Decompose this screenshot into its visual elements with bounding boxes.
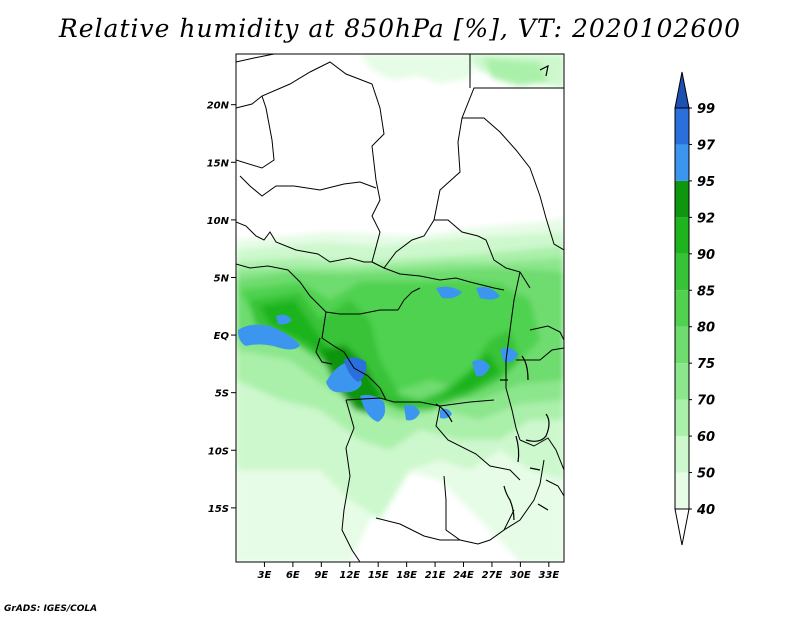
- lon-tick-label: 15E: [368, 570, 389, 581]
- colorbar-label: 92: [697, 211, 715, 226]
- grads-credit: GrADS: IGES/COLA: [4, 604, 98, 614]
- colorbar-label: 50: [697, 467, 715, 482]
- colorbar-segment: [675, 326, 689, 364]
- lon-tick-label: 3E: [258, 570, 272, 581]
- colorbar-label: 95: [697, 175, 715, 190]
- lat-tick-label: 20N: [207, 101, 230, 112]
- colorbar-segment: [675, 180, 689, 218]
- lat-tick-label: 15S: [208, 504, 229, 515]
- colorbar-segment: [675, 290, 689, 327]
- lon-tick-label: 27E: [482, 570, 503, 581]
- lat-tick-label: 15N: [207, 158, 230, 169]
- colorbar-label: 75: [697, 357, 715, 372]
- colorbar-min-triangle: [674, 508, 690, 546]
- lat-tick-label: 5N: [214, 273, 230, 284]
- colorbar-label: 40: [696, 503, 715, 518]
- longitude-axis: 3E 6E 9E 12E 15E 18E 21E 24E 27E 30E 33E: [258, 562, 559, 581]
- lon-tick-label: 21E: [425, 570, 446, 581]
- colorbar-label: 60: [697, 430, 715, 445]
- colorbar-segment: [675, 436, 689, 473]
- lon-tick-label: 33E: [538, 570, 559, 581]
- colorbar-segment: [675, 363, 689, 400]
- map-title: Relative humidity at 850hPa [%], VT: 202…: [58, 14, 742, 43]
- humidity-field: [236, 54, 564, 562]
- colorbar-max-triangle: [674, 71, 690, 109]
- lon-tick-label: 24E: [453, 570, 474, 581]
- lakes: [435, 64, 550, 521]
- map-frame: [235, 53, 565, 563]
- colorbar: 40 50 60 70 75 80 85 90 92 95 97 99: [674, 71, 716, 546]
- lon-tick-label: 30E: [510, 570, 531, 581]
- colorbar-label: 97: [697, 138, 716, 153]
- colorbar-segment: [675, 399, 689, 437]
- colorbar-label: 99: [697, 102, 715, 117]
- lon-tick-label: 9E: [314, 570, 328, 581]
- lon-tick-label: 6E: [286, 570, 300, 581]
- colorbar-label: 90: [697, 248, 715, 263]
- lat-tick-label: 5S: [215, 389, 229, 400]
- lat-tick-label: EQ: [214, 331, 230, 342]
- lon-tick-label: 18E: [396, 570, 417, 581]
- lat-tick-label: 10S: [208, 446, 229, 457]
- saturation-patches: [238, 286, 518, 422]
- lon-tick-label: 12E: [339, 570, 360, 581]
- colorbar-segment: [675, 144, 689, 181]
- colorbar-label: 70: [697, 394, 715, 409]
- country-borders: [236, 54, 564, 562]
- colorbar-segment: [675, 217, 689, 254]
- colorbar-segment: [675, 108, 689, 145]
- colorbar-outline: [674, 107, 690, 510]
- colorbar-label: 85: [697, 284, 715, 299]
- colorbar-segment: [675, 253, 689, 291]
- colorbar-segment: [675, 472, 689, 509]
- lat-tick-label: 10N: [207, 216, 230, 227]
- latitude-axis: 20N 15N 10N 5N EQ 5S 10S 15S: [207, 101, 236, 515]
- colorbar-label: 80: [697, 321, 715, 336]
